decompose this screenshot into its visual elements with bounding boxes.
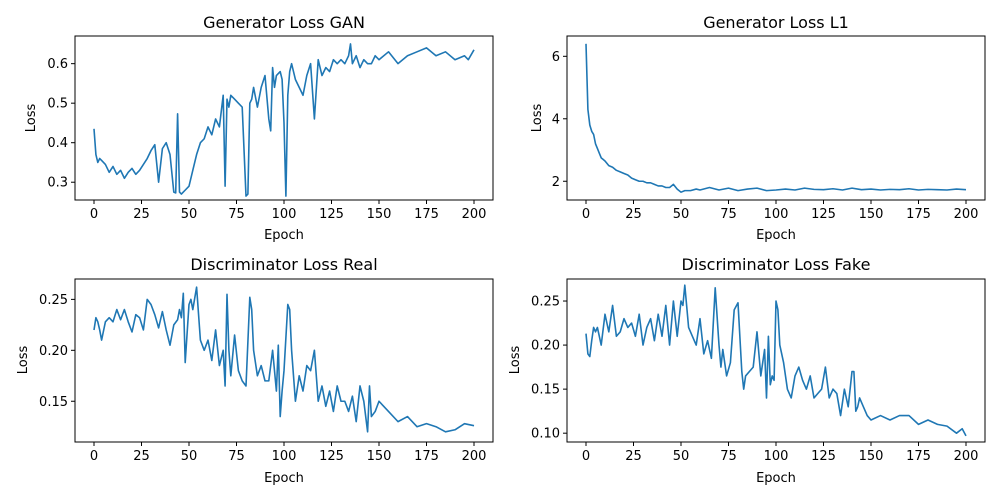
- series-line: [585, 43, 967, 193]
- x-tick-label: 25: [625, 207, 642, 222]
- x-tick-label: 175: [906, 449, 931, 464]
- x-tick-label: 25: [133, 449, 150, 464]
- y-tick-label: 0.15: [39, 395, 68, 410]
- chart-title: Generator Loss GAN: [203, 13, 365, 32]
- y-tick-label: 2: [552, 175, 560, 190]
- x-tick-label: 200: [462, 449, 487, 464]
- x-tick-label: 125: [811, 449, 836, 464]
- chart-title: Generator Loss L1: [703, 13, 849, 32]
- chart-title: Discriminator Loss Fake: [682, 255, 871, 274]
- y-axis-label: Loss: [24, 104, 39, 133]
- x-tick-label: 125: [319, 449, 344, 464]
- x-tick-label: 0: [90, 207, 98, 222]
- x-axis-label: Epoch: [264, 228, 304, 243]
- x-tick-label: 150: [367, 449, 392, 464]
- x-tick-label: 175: [906, 207, 931, 222]
- panel-discriminator-loss-real: Discriminator Loss Real Epoch Loss 0 25 50…: [16, 255, 494, 486]
- x-tick-label: 150: [859, 449, 884, 464]
- x-tick-label: 200: [954, 207, 979, 222]
- x-tick-label: 100: [764, 207, 789, 222]
- y-tick-label: 0.25: [39, 293, 68, 308]
- x-tick-label: 175: [414, 207, 439, 222]
- x-tick-label: 150: [367, 207, 392, 222]
- y-tick-label: 0.3: [47, 176, 68, 191]
- x-tick-label: 0: [90, 449, 98, 464]
- x-tick-label: 200: [954, 449, 979, 464]
- x-tick-label: 100: [272, 449, 297, 464]
- x-axis-label: Epoch: [264, 471, 304, 486]
- panel-generator-loss-gan: Generator Loss GAN Epoch Loss 0 25 50 75 100…: [24, 13, 494, 243]
- y-tick-label: 0.20: [531, 339, 560, 354]
- x-tick-label: 150: [859, 207, 884, 222]
- x-tick-label: 75: [720, 449, 737, 464]
- x-tick-label: 0: [582, 449, 590, 464]
- panel-generator-loss-l1: Generator Loss L1 Epoch Loss 0 25 50 75 100 1…: [530, 13, 986, 243]
- x-tick-label: 125: [319, 207, 344, 222]
- series-line: [93, 43, 475, 197]
- series-line: [93, 286, 475, 433]
- x-tick-label: 50: [673, 207, 690, 222]
- y-axis-label: Loss: [508, 346, 523, 375]
- axes-frame: [566, 35, 986, 201]
- x-tick-label: 50: [673, 449, 690, 464]
- x-tick-label: 75: [228, 207, 245, 222]
- x-tick-label: 50: [181, 207, 198, 222]
- x-tick-label: 75: [228, 449, 245, 464]
- x-tick-label: 75: [720, 207, 737, 222]
- y-tick-label: 0.15: [531, 383, 560, 398]
- x-tick-label: 50: [181, 449, 198, 464]
- x-tick-label: 25: [133, 207, 150, 222]
- x-tick-label: 0: [582, 207, 590, 222]
- x-tick-label: 25: [625, 449, 642, 464]
- y-axis-label: Loss: [530, 104, 545, 133]
- series-line: [585, 284, 967, 437]
- x-tick-label: 100: [764, 449, 789, 464]
- x-tick-label: 175: [414, 449, 439, 464]
- y-tick-label: 0.5: [47, 97, 68, 112]
- panel-discriminator-loss-fake: Discriminator Loss Fake Epoch Loss 0 25 50…: [508, 255, 986, 486]
- y-tick-label: 0.4: [47, 136, 68, 151]
- chart-title: Discriminator Loss Real: [190, 255, 377, 274]
- x-axis-label: Epoch: [756, 471, 796, 486]
- y-tick-label: 0.20: [39, 344, 68, 359]
- x-tick-label: 100: [272, 207, 297, 222]
- x-tick-label: 200: [462, 207, 487, 222]
- y-tick-label: 6: [552, 50, 560, 65]
- y-tick-label: 4: [552, 112, 560, 127]
- y-tick-label: 0.10: [531, 427, 560, 442]
- y-tick-label: 0.6: [47, 57, 68, 72]
- y-axis-label: Loss: [16, 346, 31, 375]
- x-tick-label: 125: [811, 207, 836, 222]
- y-tick-label: 0.25: [531, 295, 560, 310]
- x-axis-label: Epoch: [756, 228, 796, 243]
